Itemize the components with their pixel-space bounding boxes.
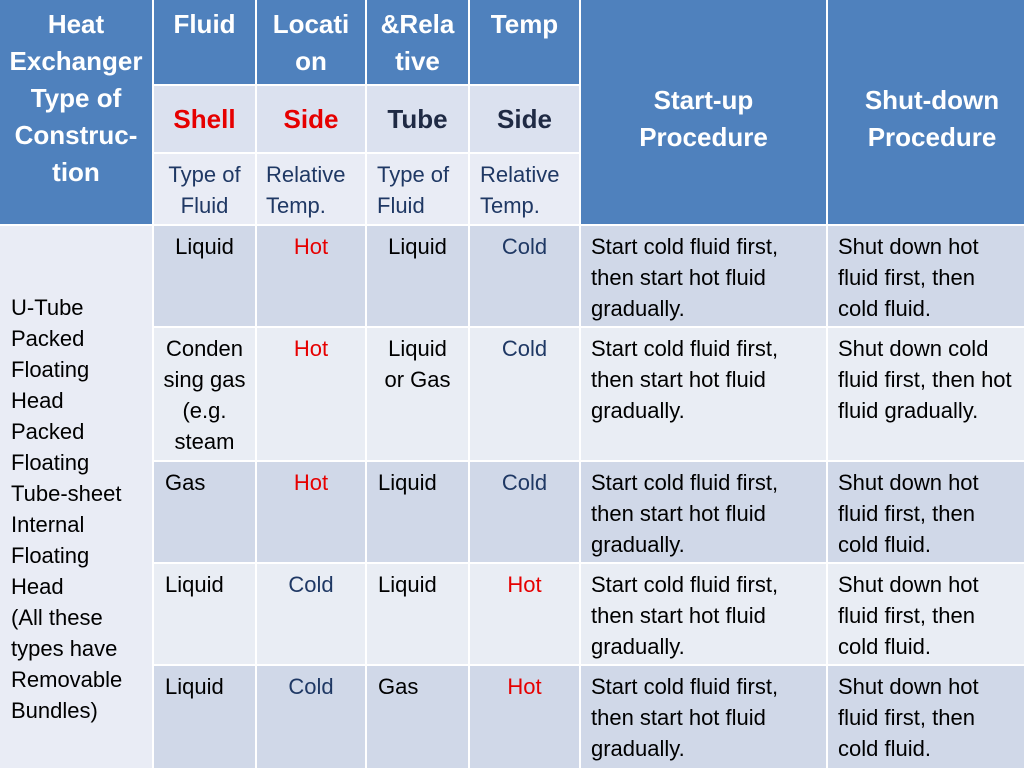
row1-shutdown: Shut down hot fluid first, then cold flu… [828, 226, 1024, 326]
exchanger-type-line: Internal [11, 512, 85, 537]
exchanger-type-line: Bundles) [11, 698, 98, 723]
row5-shell-temp: Cold [257, 666, 365, 768]
row1-shell-fluid: Liquid [154, 226, 255, 326]
row2-tube-temp: Cold [470, 328, 579, 460]
exchanger-type-line: Head [11, 388, 64, 413]
row5-startup: Start cold fluid first, then start hot f… [581, 666, 826, 768]
header-fluid: Fluid [154, 0, 255, 84]
row2-shutdown: Shut down cold fluid first, then hot flu… [828, 328, 1024, 460]
row3-shell-temp: Hot [257, 462, 365, 562]
exchanger-type-line: Floating [11, 450, 90, 475]
row3-tube-fluid: Liquid [367, 462, 468, 562]
exchanger-type-line: Tube-sheet [11, 481, 122, 506]
row4-startup: Start cold fluid first, then start hot f… [581, 564, 826, 664]
exchanger-type-line: Packed [11, 326, 85, 351]
header-tube-side: Side [470, 86, 579, 152]
header-construction-label: Heat Exchanger Type of Construc-tion [9, 9, 143, 187]
exchanger-type-line: Removable [11, 667, 123, 692]
header-tube: Tube [367, 86, 468, 152]
row4-tube-temp: Hot [470, 564, 579, 664]
header-location: Locati on [257, 0, 365, 84]
row5-tube-temp: Hot [470, 666, 579, 768]
header-relative: &Rela tive [367, 0, 468, 84]
row5-tube-fluid: Gas [367, 666, 468, 768]
row1-startup: Start cold fluid first, then start hot f… [581, 226, 826, 326]
row1-shell-temp: Hot [257, 226, 365, 326]
header-temp: Temp [470, 0, 579, 84]
row2-tube-fluid: Liquid or Gas [367, 328, 468, 460]
exchanger-type-line: types have [11, 636, 118, 661]
header-shell-side: Side [257, 86, 365, 152]
subheader-tube-fluid: Type of Fluid [367, 154, 468, 224]
subheader-shell-fluid: Type of Fluid [154, 154, 255, 224]
exchanger-type-line: Packed [11, 419, 85, 444]
exchanger-type-line: (All these [11, 605, 103, 630]
row3-tube-temp: Cold [470, 462, 579, 562]
row4-shell-fluid: Liquid [154, 564, 255, 664]
header-col-construction: Heat Exchanger Type of Construc-tion [0, 0, 152, 224]
row4-shell-temp: Cold [257, 564, 365, 664]
row3-startup: Start cold fluid first, then start hot f… [581, 462, 826, 562]
header-startup: Start-up Procedure [581, 0, 826, 224]
header-shell: Shell [154, 86, 255, 152]
row2-startup: Start cold fluid first, then start hot f… [581, 328, 826, 460]
exchanger-type-line: Floating [11, 543, 90, 568]
row3-shutdown: Shut down hot fluid first, then cold flu… [828, 462, 1024, 562]
row4-tube-fluid: Liquid [367, 564, 468, 664]
row1-tube-temp: Cold [470, 226, 579, 326]
row5-shutdown: Shut down hot fluid first, then cold flu… [828, 666, 1024, 768]
subheader-shell-temp: Relative Temp. [257, 154, 365, 224]
exchanger-type-line: U-Tube [11, 295, 84, 320]
exchanger-type-line: Head [11, 574, 64, 599]
exchanger-type-line: Floating [11, 357, 90, 382]
header-shutdown: Shut-down Procedure [828, 0, 1024, 224]
row4-shutdown: Shut down hot fluid first, then cold flu… [828, 564, 1024, 664]
row2-shell-fluid: Conden sing gas (e.g. steam [154, 328, 255, 460]
row5-shell-fluid: Liquid [154, 666, 255, 768]
subheader-tube-temp: Relative Temp. [470, 154, 579, 224]
row3-shell-fluid: Gas [154, 462, 255, 562]
row1-tube-fluid: Liquid [367, 226, 468, 326]
exchanger-types-cell: U-Tube Packed Floating Head Packed Float… [0, 226, 152, 768]
row2-shell-temp: Hot [257, 328, 365, 460]
